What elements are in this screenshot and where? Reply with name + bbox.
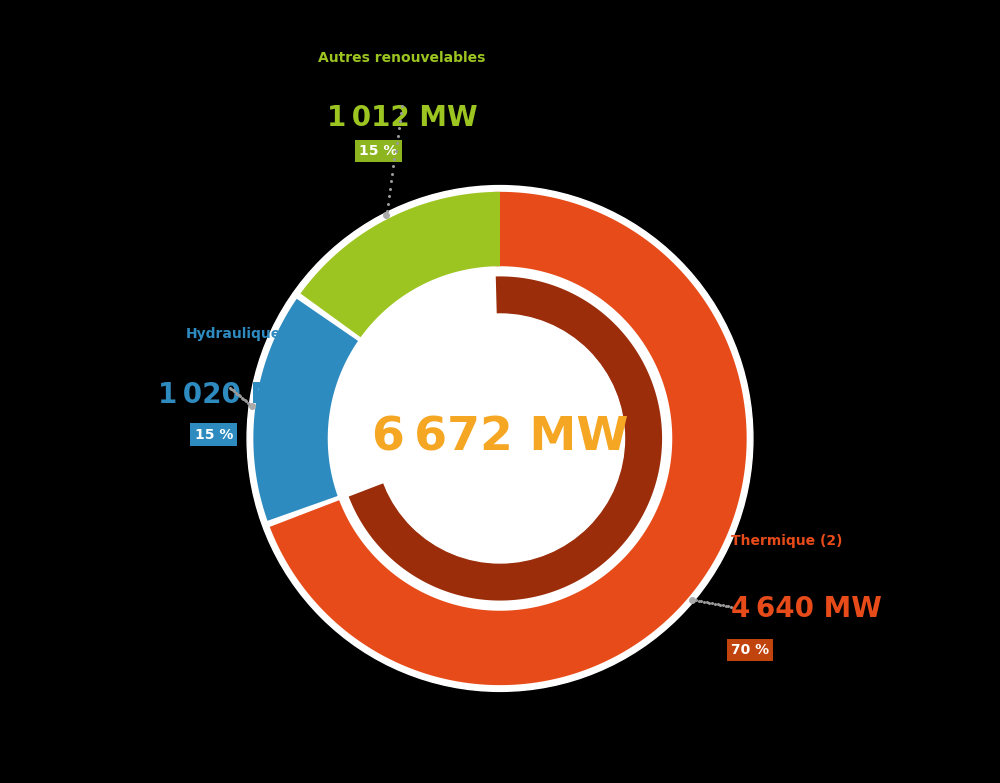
Text: 1 020 MW: 1 020 MW	[158, 381, 309, 410]
Polygon shape	[270, 192, 747, 685]
Text: 15 %: 15 %	[359, 144, 397, 158]
Polygon shape	[349, 276, 662, 601]
Circle shape	[376, 314, 624, 563]
Text: 1 012 MW: 1 012 MW	[327, 104, 477, 132]
Text: Hydraulique: Hydraulique	[186, 327, 281, 341]
Polygon shape	[253, 299, 358, 521]
Text: Autres renouvelables: Autres renouvelables	[318, 51, 486, 65]
Text: Thermique (2): Thermique (2)	[731, 534, 842, 548]
Text: 15 %: 15 %	[195, 428, 233, 442]
Circle shape	[247, 186, 753, 691]
Polygon shape	[300, 192, 500, 337]
Text: 70 %: 70 %	[731, 643, 769, 657]
Text: 6 672 MW: 6 672 MW	[372, 416, 628, 461]
Text: 4 640 MW: 4 640 MW	[731, 595, 882, 623]
